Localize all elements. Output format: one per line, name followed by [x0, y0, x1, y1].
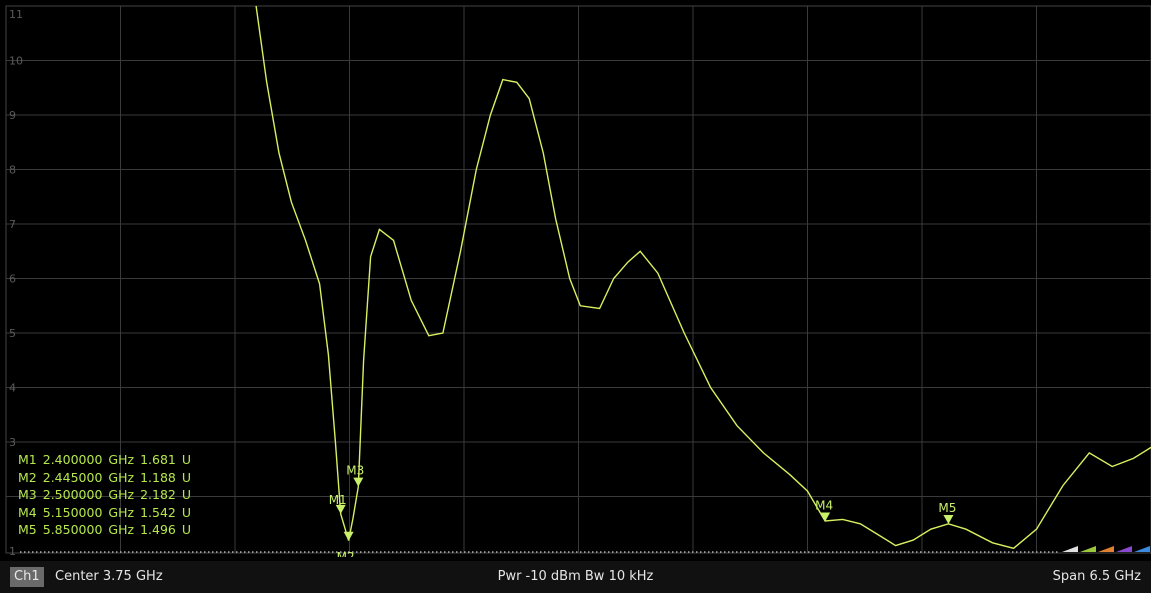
y-tick-label: 11: [9, 8, 23, 21]
power-bandwidth[interactable]: Pwr -10 dBm Bw 10 kHz: [497, 569, 654, 584]
marker-name: M4: [18, 504, 37, 520]
marker-unit: GHz: [108, 487, 135, 502]
marker-arrows: M1 M2 M3 M4 M5: [329, 464, 957, 557]
marker-unit: GHz: [108, 452, 135, 467]
marker-vunit: U: [181, 522, 192, 537]
trace-indicator-orange: [1098, 546, 1114, 552]
y-tick-label: 4: [9, 382, 16, 395]
trace-indicators: [1062, 546, 1150, 552]
trace-indicator-green: [1080, 546, 1096, 552]
marker-label-m4: M4: [815, 498, 833, 512]
span-frequency[interactable]: Span 6.5 GHz: [1052, 569, 1141, 584]
marker-vunit: U: [181, 452, 192, 467]
marker-freq: 2.445000: [42, 469, 103, 485]
marker-readout-table: M1 2.400000 GHz 1.681 U M2 2.445000 GHz 1.188 U M3…: [18, 452, 197, 540]
marker-row: M3 2.500000 GHz 2.182 U: [18, 487, 197, 505]
plot-area: 11 10 9 8 7 6 5 4 3 1 M1 M2 M3 M4 M5: [5, 5, 1151, 557]
marker-arrow-m1[interactable]: [335, 504, 346, 514]
y-tick-label: 6: [9, 273, 16, 286]
y-tick-label: 5: [9, 327, 16, 340]
marker-row: M1 2.400000 GHz 1.681 U: [18, 452, 197, 470]
marker-vunit: U: [181, 504, 192, 520]
y-tick-label: 3: [9, 436, 16, 449]
marker-val: 1.542: [140, 504, 176, 520]
marker-label-m1: M1: [329, 493, 347, 507]
trace-indicator-white: [1062, 546, 1078, 552]
marker-name: M5: [18, 522, 37, 537]
y-tick-label: 7: [9, 218, 16, 231]
marker-name: M3: [18, 487, 37, 502]
marker-arrow-m4[interactable]: [820, 512, 831, 522]
trace-indicator-purple: [1116, 546, 1132, 552]
marker-unit: GHz: [108, 504, 135, 520]
marker-val: 1.681: [140, 452, 176, 467]
marker-unit: GHz: [108, 522, 135, 537]
marker-val: 2.182: [140, 487, 176, 502]
y-tick-label: 8: [9, 164, 16, 177]
marker-label-m5: M5: [938, 501, 956, 515]
y-tick-label: 9: [9, 109, 16, 122]
marker-freq: 2.400000: [42, 452, 103, 467]
marker-freq: 5.150000: [42, 504, 103, 520]
status-bar: Ch1 Center 3.75 GHz Pwr -10 dBm Bw 10 kH…: [0, 561, 1151, 593]
marker-vunit: U: [181, 469, 192, 485]
marker-val: 1.188: [140, 469, 176, 485]
marker-arrow-m2[interactable]: [343, 531, 354, 541]
marker-freq: 2.500000: [42, 487, 103, 502]
marker-label-m2: M2: [337, 550, 355, 557]
marker-val: 1.496: [140, 522, 176, 537]
marker-row: M2 2.445000 GHz 1.188 U: [18, 470, 197, 488]
center-frequency[interactable]: Center 3.75 GHz: [55, 569, 163, 584]
marker-arrow-m3[interactable]: [353, 477, 364, 487]
marker-label-m3: M3: [346, 464, 364, 478]
marker-vunit: U: [181, 487, 192, 502]
marker-name: M2: [18, 469, 37, 485]
marker-name: M1: [18, 452, 37, 467]
channel-badge[interactable]: Ch1: [10, 567, 44, 587]
trace-indicator-blue: [1134, 546, 1150, 552]
marker-freq: 5.850000: [42, 522, 103, 537]
y-tick-labels: 11 10 9 8 7 6 5 4 3 1: [9, 8, 23, 557]
marker-row: M5 5.850000 GHz 1.496 U: [18, 522, 197, 540]
marker-row: M4 5.150000 GHz 1.542 U: [18, 505, 197, 523]
y-tick-label: 10: [9, 55, 23, 68]
gridlines: [6, 6, 1151, 553]
marker-unit: GHz: [108, 469, 135, 485]
marker-arrow-m5[interactable]: [943, 514, 954, 524]
y-tick-label: 1: [9, 545, 16, 557]
